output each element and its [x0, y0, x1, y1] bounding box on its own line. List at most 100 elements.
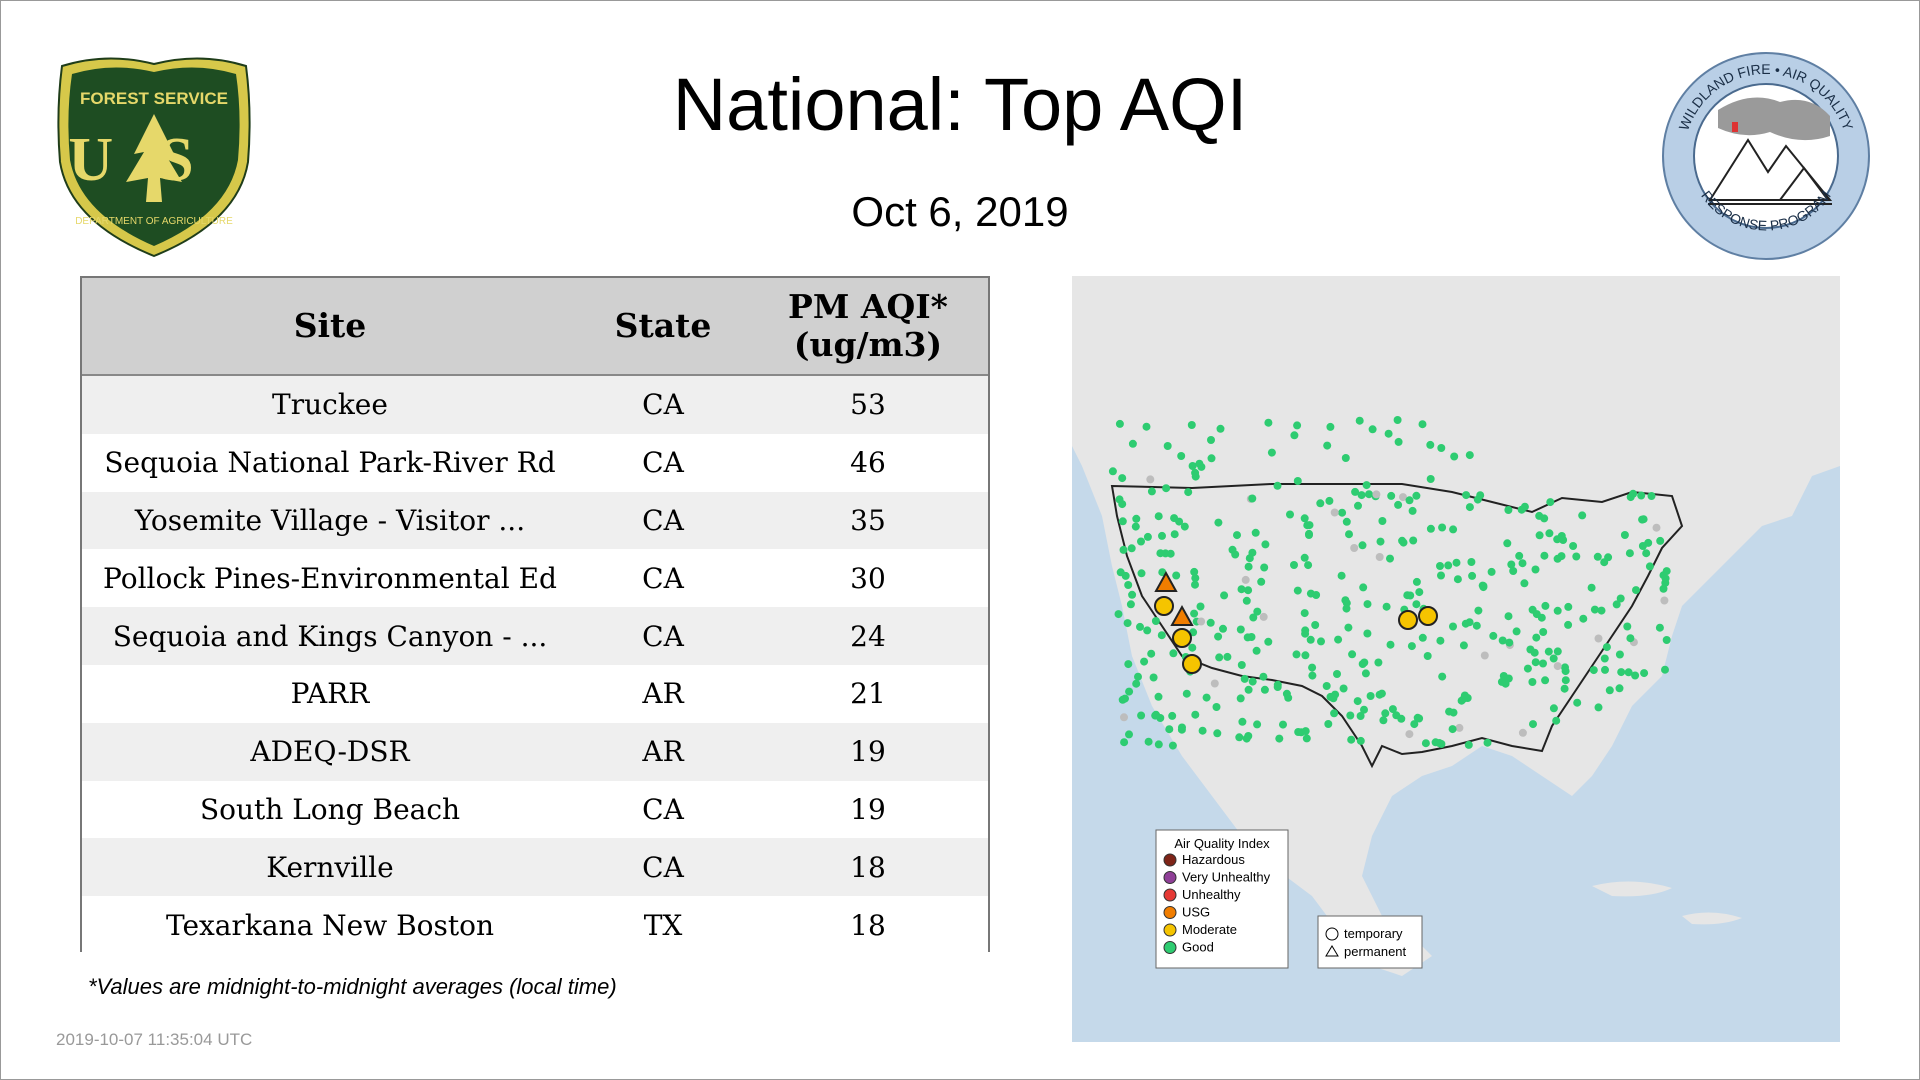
monitor-marker [1553, 554, 1562, 563]
cell-state: CA [642, 850, 684, 884]
top-aqi-table: Site State PM AQI* (ug/m3) Truckee CA 53 S… [80, 276, 990, 954]
monitor-marker [1120, 713, 1128, 722]
cell-aqi: 30 [850, 561, 886, 595]
monitor-marker [1162, 484, 1171, 493]
monitor-marker [1284, 693, 1293, 702]
monitor-marker [1594, 703, 1603, 712]
monitor-marker [1472, 621, 1481, 630]
monitor-marker [1207, 454, 1216, 463]
monitor-marker [1410, 720, 1419, 729]
monitor-marker [1517, 505, 1526, 514]
cell-aqi: 19 [850, 735, 886, 769]
monitor-marker [1561, 676, 1570, 685]
monitor-marker [1615, 684, 1624, 693]
monitor-marker [1213, 729, 1222, 738]
monitor-marker [1132, 679, 1141, 688]
monitor-marker [1387, 491, 1396, 500]
monitor-marker [1236, 694, 1245, 703]
monitor-marker [1601, 665, 1609, 674]
monitor-marker [1322, 682, 1331, 690]
monitor-marker [1124, 581, 1133, 589]
monitor-marker [1631, 671, 1640, 680]
monitor-marker [1235, 733, 1244, 742]
monitor-marker [1214, 632, 1223, 641]
us-border [1110, 483, 1684, 769]
monitor-marker [1368, 425, 1377, 434]
monitor-marker [1597, 606, 1606, 615]
monitor-marker [1350, 544, 1359, 552]
monitor-marker [1360, 705, 1368, 714]
monitor-marker [1220, 591, 1229, 600]
monitor-marker [1455, 723, 1464, 732]
cell-site: South Long Beach [199, 792, 461, 826]
monitor-marker [1206, 618, 1215, 627]
monitor-marker [1118, 500, 1127, 509]
monitor-marker [1339, 684, 1348, 693]
monitor-marker [1652, 523, 1661, 532]
legend-items: Hazardous Very Unhealthy Unhealthy USG Moder… [1163, 852, 1271, 955]
monitor-marker [1118, 695, 1127, 704]
monitor-marker [1231, 550, 1240, 559]
monitor-marker [1147, 649, 1156, 658]
monitor-marker [1311, 621, 1320, 629]
monitor-marker [1637, 491, 1646, 500]
monitor-marker [1240, 674, 1249, 683]
monitor-marker [1286, 510, 1294, 519]
monitor-marker [1137, 569, 1146, 578]
monitor-marker [1612, 600, 1621, 609]
monitor-marker [1119, 545, 1128, 554]
monitor-marker [1605, 686, 1614, 695]
fs-logo-top-text: FOREST SERVICE [80, 89, 228, 108]
monitor-marker [1243, 633, 1252, 642]
usg-site-marker [1154, 570, 1178, 592]
monitor-marker [1143, 532, 1152, 541]
monitor-marker [1259, 612, 1268, 621]
monitor-marker [1128, 590, 1137, 599]
monitor-marker [1600, 654, 1609, 663]
monitor-marker [1108, 467, 1117, 476]
monitor-marker [1165, 725, 1174, 734]
monitor-marker [1294, 728, 1303, 736]
cell-state: CA [642, 446, 684, 480]
monitor-marker [1564, 620, 1573, 629]
monitor-marker [1531, 565, 1540, 574]
monitor-marker [1407, 642, 1416, 651]
monitor-marker [1248, 677, 1257, 686]
monitor-marker [1504, 612, 1513, 621]
monitor-marker [1301, 651, 1310, 660]
cell-state: AR [642, 735, 684, 769]
monitor-marker [1438, 672, 1447, 681]
monitor-marker [1487, 567, 1496, 576]
monitor-marker [1261, 540, 1270, 549]
monitor-marker [1253, 607, 1262, 616]
monitor-marker [1273, 683, 1282, 691]
monitor-marker [1465, 503, 1474, 512]
monitor-marker [1520, 579, 1529, 588]
monitor-marker [1300, 553, 1309, 562]
monitor-marker [1644, 538, 1653, 547]
monitor-marker [1301, 629, 1310, 638]
cell-state: TX [643, 908, 683, 942]
legend-label: Unhealthy [1182, 887, 1241, 902]
legend-label: Moderate [1182, 922, 1237, 937]
monitor-marker [1290, 561, 1298, 569]
monitor-marker [1518, 559, 1527, 568]
monitor-marker [1273, 481, 1282, 490]
monitor-marker [1163, 442, 1172, 450]
monitor-marker [1569, 542, 1578, 550]
monitor-marker [1237, 661, 1246, 669]
legend-temporary: temporary [1344, 926, 1403, 941]
monitor-marker [1589, 666, 1598, 675]
monitor-marker [1191, 580, 1199, 589]
legend-swatch [1163, 923, 1177, 937]
monitor-marker [1361, 669, 1370, 678]
monitor-marker [1489, 631, 1498, 640]
monitor-marker [1399, 538, 1408, 547]
header-site: Site [293, 306, 367, 345]
monitor-marker [1452, 558, 1461, 567]
monitor-marker [1381, 709, 1390, 718]
monitor-marker [1233, 531, 1241, 540]
monitor-marker [1252, 646, 1261, 655]
monitor-marker [1415, 588, 1424, 597]
monitor-marker [1531, 658, 1540, 667]
